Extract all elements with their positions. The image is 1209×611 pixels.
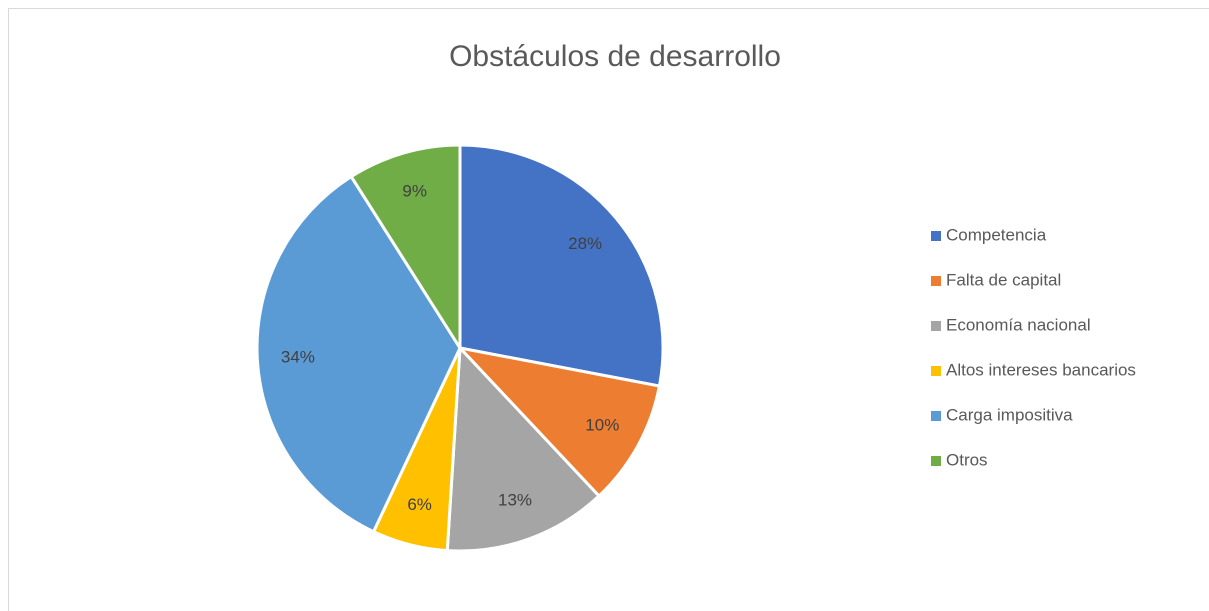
legend-swatch <box>931 456 941 466</box>
pie-slice <box>255 174 462 534</box>
chart-title: Obstáculos de desarrollo <box>449 40 781 73</box>
legend-label: Altos intereses bancarios <box>946 360 1136 379</box>
data-label: 10% <box>585 416 619 435</box>
legend-swatch <box>931 366 941 376</box>
data-label: 6% <box>407 495 432 514</box>
legend-swatch <box>931 321 941 331</box>
pie-slice <box>349 143 462 354</box>
legend-swatch <box>931 411 941 421</box>
data-label: 13% <box>498 490 532 509</box>
pie-slice <box>458 143 665 388</box>
pie-slice <box>455 345 662 499</box>
legend-label: Competencia <box>946 225 1047 244</box>
legend-label: Economía nacional <box>946 315 1091 334</box>
pie-slice <box>445 344 602 553</box>
legend-label: Falta de capital <box>946 270 1061 289</box>
legend-swatch <box>931 231 941 241</box>
legend-label: Carga impositiva <box>946 405 1073 424</box>
legend-swatch <box>931 276 941 286</box>
data-label: 34% <box>281 348 315 367</box>
data-label: 9% <box>402 182 427 201</box>
data-label: 28% <box>568 234 602 253</box>
legend-label: Otros <box>946 450 988 469</box>
